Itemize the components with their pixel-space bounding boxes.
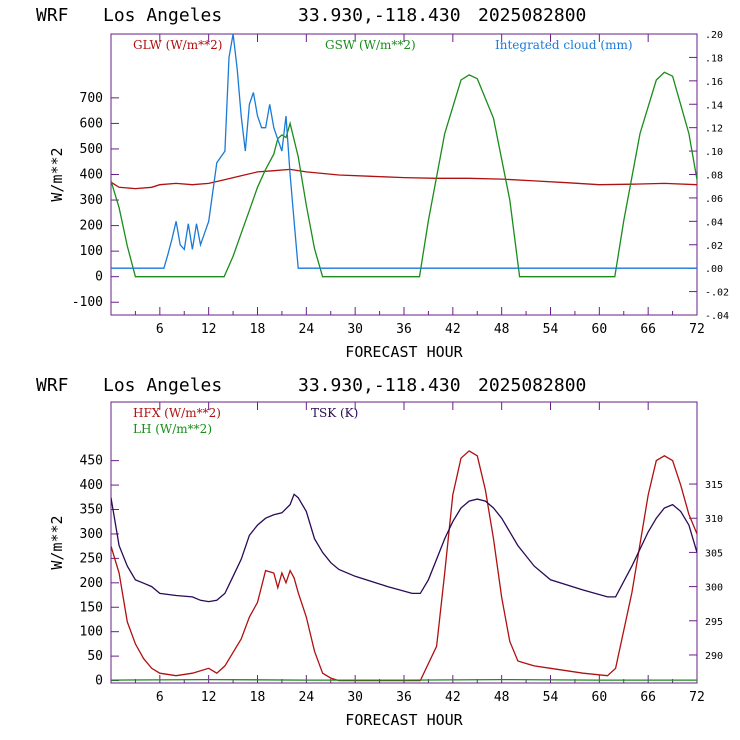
y-tick-label: 700	[80, 91, 103, 106]
y-tick-label: 400	[80, 478, 103, 493]
x-tick-label: 6	[156, 322, 164, 337]
chart-1-header: WRF Los Angeles 33.930,-118.430 20250828…	[36, 5, 586, 26]
y-axis-title: W/m**2	[48, 515, 66, 569]
x-tick-label: 24	[299, 322, 315, 337]
y-tick-label: 300	[80, 193, 103, 208]
y-tick-label: 350	[80, 503, 103, 518]
chart-2-header: WRF Los Angeles 33.930,-118.430 20250828…	[36, 375, 586, 396]
plot-frame	[110, 33, 698, 316]
x-tick-label: 30	[347, 322, 363, 337]
y-tick-label: 200	[80, 219, 103, 234]
y-tick-label: 100	[80, 625, 103, 640]
right-tick-label: .04	[705, 217, 723, 228]
x-tick-label: 72	[689, 322, 705, 337]
series-line-integrated	[111, 34, 697, 269]
y-tick-label: 250	[80, 551, 103, 566]
header-coords: 33.930,-118.430	[298, 5, 461, 26]
right-tick-label: .02	[705, 241, 723, 252]
right-tick-label: 315	[705, 480, 723, 491]
chart-1: 6 12 18 24 30 36 42 48 54 60 66 72 -100 0 100 200 300 400…	[48, 30, 729, 361]
series-line-gsw	[111, 71, 697, 278]
right-tick-label: 290	[705, 651, 723, 662]
chart-2: 6 12 18 24 30 36 42 48 54 60 66 72 0 50 100 150 200 250 30…	[48, 401, 723, 729]
right-tick-label: .10	[705, 147, 723, 158]
header-datetime: 2025082800	[478, 5, 586, 26]
right-tick-label: .06	[705, 194, 723, 205]
right-tick-label: .20	[705, 30, 723, 41]
x-tick-label: 36	[396, 322, 412, 337]
x-tick-label: 18	[250, 690, 266, 705]
y-tick-label: 0	[95, 270, 103, 285]
series-line-tsk	[111, 493, 697, 603]
x-tick-label: 18	[250, 322, 266, 337]
header-datetime: 2025082800	[478, 375, 586, 396]
x-tick-label: 36	[396, 690, 412, 705]
right-tick-label: .16	[705, 77, 723, 88]
x-tick-label: 54	[543, 322, 559, 337]
x-tick-label: 66	[640, 322, 656, 337]
header-city: Los Angeles	[103, 375, 222, 396]
legend-label: HFX (W/m**2)	[133, 406, 221, 420]
x-tick-label: 42	[445, 322, 461, 337]
header-coords: 33.930,-118.430	[298, 375, 461, 396]
header-model: WRF	[36, 375, 69, 396]
x-tick-label: 6	[156, 690, 164, 705]
right-tick-label: 300	[705, 583, 723, 594]
x-tick-label: 60	[592, 322, 608, 337]
y-tick-label: 100	[80, 244, 103, 259]
x-axis-title: FORECAST HOUR	[345, 343, 463, 361]
y-axis-title: W/m**2	[48, 147, 66, 201]
x-tick-label: 12	[201, 322, 217, 337]
right-tick-label: -.04	[705, 311, 729, 322]
series-line-glw	[111, 168, 697, 190]
right-tick-label: .00	[705, 264, 723, 275]
right-tick-label: 305	[705, 548, 723, 559]
right-tick-label: .12	[705, 124, 723, 135]
y-tick-label: 600	[80, 116, 103, 131]
right-tick-label: .14	[705, 100, 723, 111]
x-tick-label: 24	[299, 690, 315, 705]
y-tick-label: 300	[80, 527, 103, 542]
series-line-lh	[111, 678, 697, 681]
x-tick-label: 54	[543, 690, 559, 705]
right-tick-label: 310	[705, 514, 723, 525]
y-tick-label: 450	[80, 454, 103, 469]
series-line-hfx	[111, 450, 697, 682]
x-tick-label: 12	[201, 690, 217, 705]
x-axis-title: FORECAST HOUR	[345, 711, 463, 729]
x-tick-label: 48	[494, 690, 510, 705]
y-tick-label: 0	[95, 674, 103, 689]
plot-frame	[110, 401, 698, 684]
y-tick-label: 200	[80, 576, 103, 591]
x-tick-label: 30	[347, 690, 363, 705]
right-tick-label: .08	[705, 171, 723, 182]
x-tick-label: 48	[494, 322, 510, 337]
y-tick-label: 400	[80, 168, 103, 183]
legend-label: TSK (K)	[311, 406, 358, 420]
right-tick-label: .18	[705, 53, 723, 64]
y-tick-label: -100	[72, 295, 103, 310]
x-tick-label: 42	[445, 690, 461, 705]
right-tick-label: -.02	[705, 288, 729, 299]
y-tick-label: 500	[80, 142, 103, 157]
y-tick-label: 150	[80, 600, 103, 615]
legend-label: Integrated cloud (mm)	[495, 38, 633, 52]
legend-label: GLW (W/m**2)	[133, 38, 222, 52]
y-tick-label: 50	[87, 649, 103, 664]
right-tick-label: 295	[705, 617, 723, 628]
header-city: Los Angeles	[103, 5, 222, 26]
legend-label: LH (W/m**2)	[133, 422, 212, 436]
legend-label: GSW (W/m**2)	[325, 38, 416, 52]
x-tick-label: 72	[689, 690, 705, 705]
x-tick-label: 66	[640, 690, 656, 705]
x-tick-label: 60	[592, 690, 608, 705]
header-model: WRF	[36, 5, 69, 26]
